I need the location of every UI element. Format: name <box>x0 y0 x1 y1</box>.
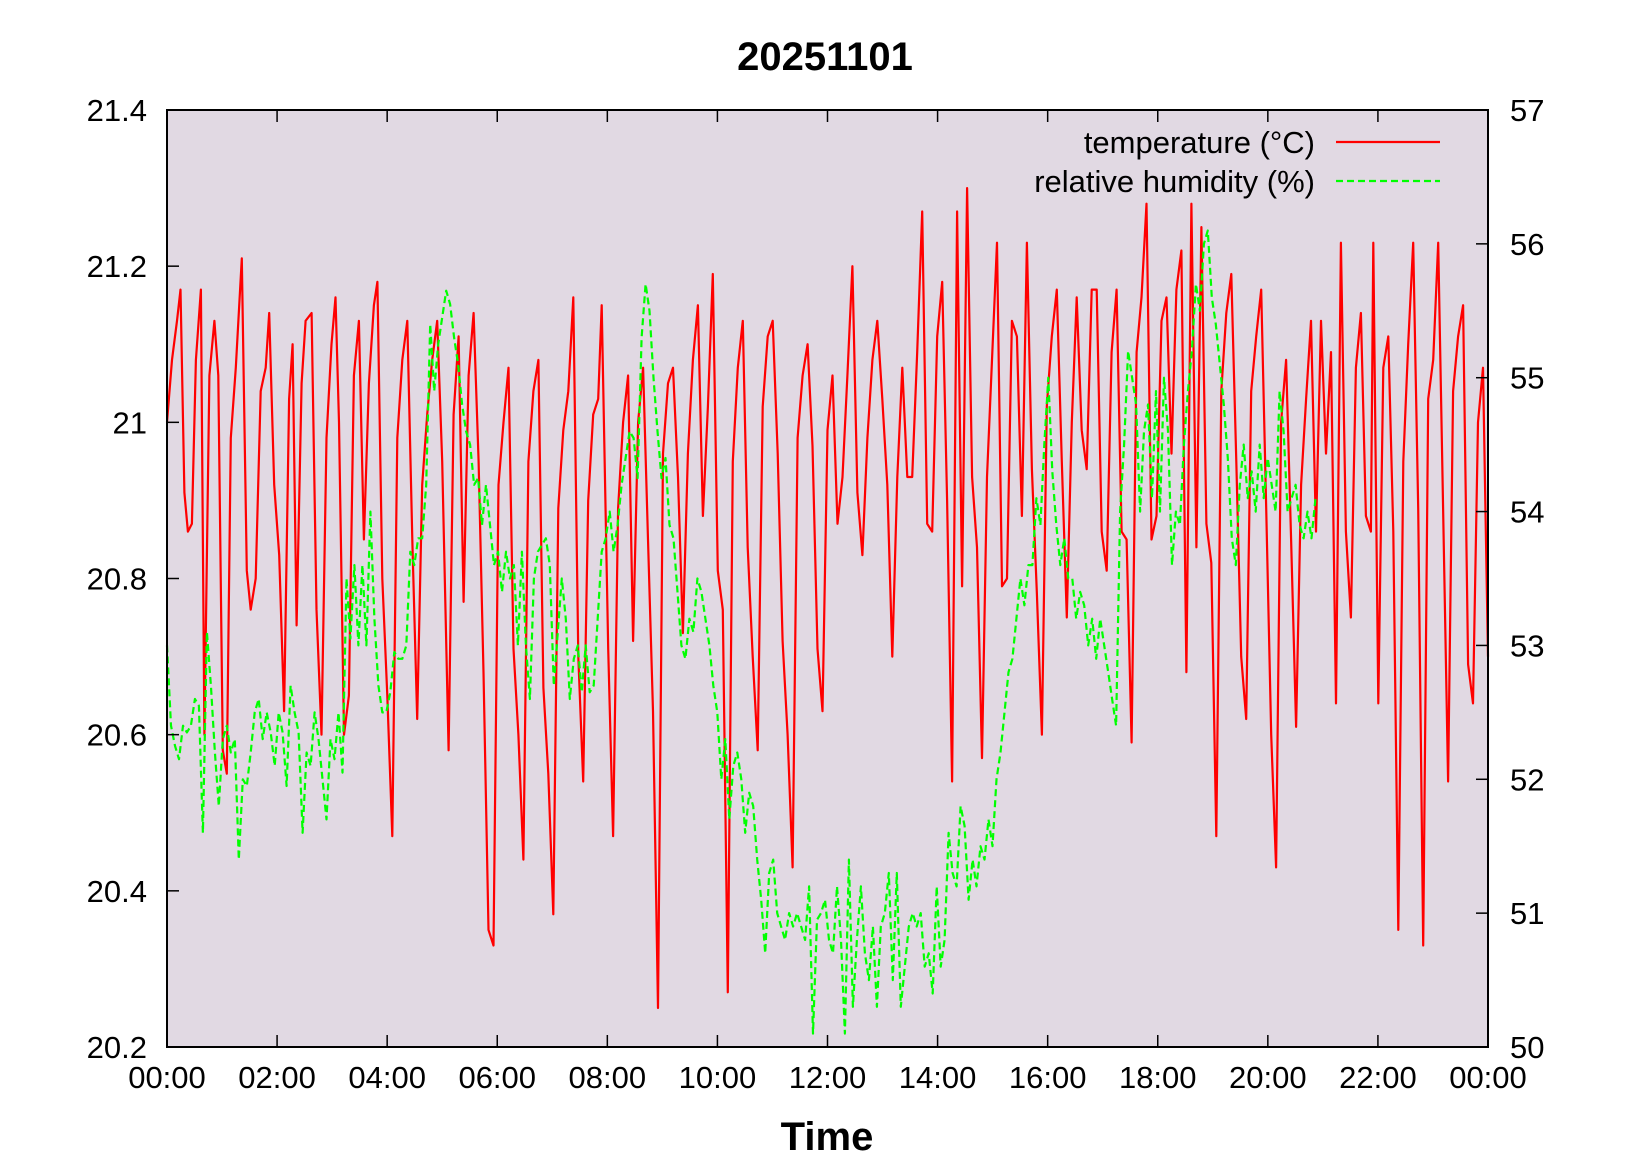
y-tick-label: 21 <box>113 405 147 440</box>
x-axis-label: Time <box>781 1115 874 1155</box>
series-line-temperature <box>165 187 1490 1010</box>
x-tick-label: 02:00 <box>238 1060 316 1095</box>
x-tick-label: 04:00 <box>348 1060 426 1095</box>
x-tick-label: 10:00 <box>679 1060 757 1095</box>
x-tick-label: 20:00 <box>1229 1060 1307 1095</box>
y2-tick-label: 57 <box>1510 93 1544 128</box>
y-tick-label: 20.6 <box>87 718 147 753</box>
y-tick-label: 21.4 <box>87 93 147 128</box>
legend-label-temperature: temperature (°C) <box>1084 125 1315 160</box>
chart-title: 20251101 <box>737 35 913 79</box>
y2-tick-label: 50 <box>1510 1030 1544 1065</box>
series-layer <box>165 187 1490 1035</box>
y-tick-label: 20.4 <box>87 874 147 909</box>
x-tick-label: 14:00 <box>899 1060 977 1095</box>
legend: temperature (°C) relative humidity (%) <box>1034 125 1440 199</box>
x-tick-label: 22:00 <box>1339 1060 1417 1095</box>
y2-tick-label: 52 <box>1510 762 1544 797</box>
y2-tick-label: 54 <box>1510 495 1544 530</box>
x-tick-label: 00:00 <box>128 1060 206 1095</box>
y-tick-label: 20.2 <box>87 1030 147 1065</box>
y2-tick-label: 53 <box>1510 628 1544 663</box>
ticks-layer: 00:00 02:00 04:00 06:00 08:00 10:00 12:00 14:00… <box>87 93 1545 1095</box>
y2-tick-label: 51 <box>1510 896 1544 931</box>
y-tick-label: 21.2 <box>87 249 147 284</box>
series-line-humidity <box>165 229 1317 1035</box>
x-tick-label: 06:00 <box>458 1060 536 1095</box>
plot-area <box>167 110 1488 1047</box>
y2-tick-label: 55 <box>1510 361 1544 396</box>
y2-tick-label: 56 <box>1510 227 1544 262</box>
x-tick-label: 00:00 <box>1449 1060 1527 1095</box>
x-tick-label: 16:00 <box>1009 1060 1087 1095</box>
x-tick-label: 08:00 <box>569 1060 647 1095</box>
x-tick-label: 18:00 <box>1119 1060 1197 1095</box>
x-tick-label: 12:00 <box>789 1060 867 1095</box>
y-tick-label: 20.8 <box>87 562 147 597</box>
legend-label-humidity: relative humidity (%) <box>1034 164 1315 199</box>
